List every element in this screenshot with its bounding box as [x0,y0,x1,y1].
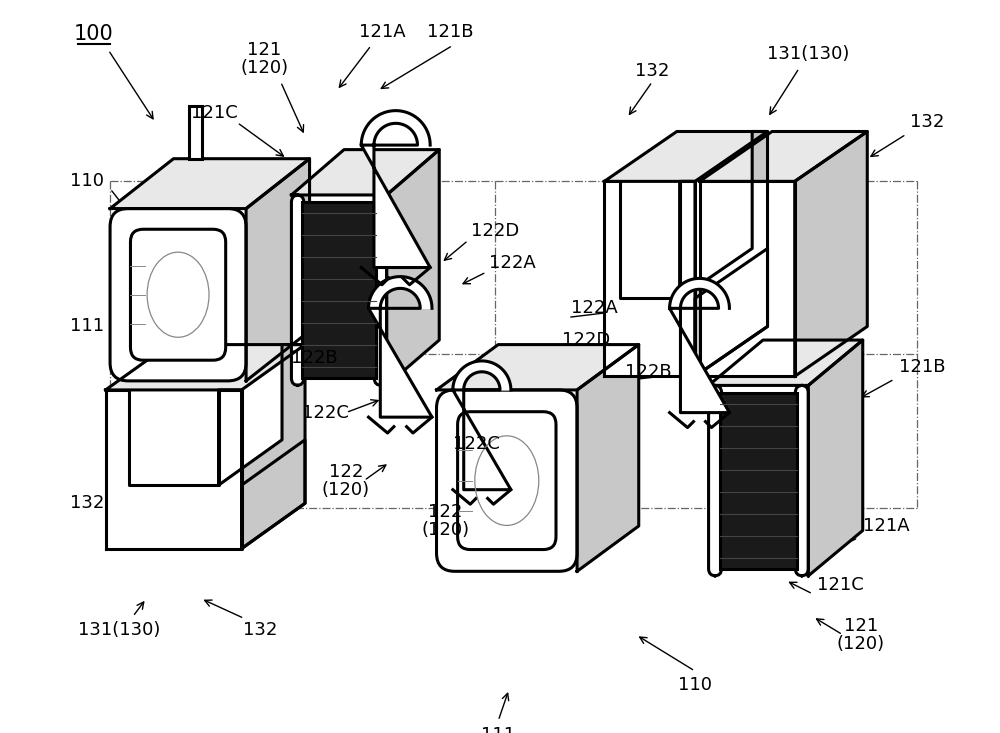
Text: 122D: 122D [562,331,610,349]
Text: 132: 132 [635,62,670,80]
Text: 122C: 122C [453,435,500,453]
Text: 121C: 121C [817,576,864,594]
Text: 110: 110 [678,676,712,693]
FancyBboxPatch shape [437,390,577,571]
Text: 122D: 122D [471,222,519,240]
Bar [302,202,376,378]
Text: 121A: 121A [863,517,909,535]
Polygon shape [291,150,439,195]
Text: 132: 132 [70,494,105,512]
FancyBboxPatch shape [130,229,226,360]
Text: 111: 111 [481,726,515,733]
Polygon shape [106,345,305,390]
Text: 122: 122 [428,504,463,521]
FancyBboxPatch shape [709,386,722,576]
Text: 122A: 122A [489,254,536,272]
Text: 131(130): 131(130) [78,622,160,639]
Text: 121B: 121B [427,23,473,41]
Text: 122C: 122C [302,404,349,421]
Text: (120): (120) [240,59,288,77]
Polygon shape [361,111,430,268]
Text: 122A: 122A [571,299,617,317]
Polygon shape [110,159,310,209]
Text: 122B: 122B [291,349,337,367]
Polygon shape [680,131,768,376]
FancyBboxPatch shape [374,195,387,386]
Text: 111: 111 [70,317,104,336]
Text: 121: 121 [247,41,281,59]
Polygon shape [437,345,639,390]
Text: (120): (120) [322,481,370,498]
Text: 132: 132 [243,622,277,639]
FancyBboxPatch shape [795,386,808,576]
Polygon shape [453,361,511,490]
Text: 122: 122 [329,463,363,481]
FancyBboxPatch shape [458,412,556,550]
FancyBboxPatch shape [291,195,304,386]
Text: 122B: 122B [625,363,672,381]
Polygon shape [219,345,305,548]
Text: 121C: 121C [191,104,238,122]
FancyBboxPatch shape [110,209,246,381]
Polygon shape [670,279,729,413]
Polygon shape [106,390,242,548]
Bar [720,393,797,569]
Bar [189,106,202,159]
Text: 121A: 121A [359,23,405,41]
Polygon shape [709,340,863,386]
Bar [700,181,795,376]
Polygon shape [387,150,439,386]
Text: 100: 100 [74,24,114,45]
Polygon shape [695,248,768,376]
Polygon shape [246,159,310,381]
Text: 132: 132 [910,114,944,131]
Text: (120): (120) [422,521,470,539]
Polygon shape [795,131,867,376]
Polygon shape [242,440,305,548]
Text: 121B: 121B [899,358,946,376]
Text: 110: 110 [70,172,104,191]
Polygon shape [700,131,867,181]
Polygon shape [369,276,432,417]
Polygon shape [577,345,639,571]
Text: (120): (120) [837,635,885,653]
Polygon shape [808,340,863,576]
Polygon shape [604,181,695,376]
Text: 131(130): 131(130) [767,45,850,64]
Polygon shape [604,131,768,181]
Text: 121: 121 [844,616,878,635]
